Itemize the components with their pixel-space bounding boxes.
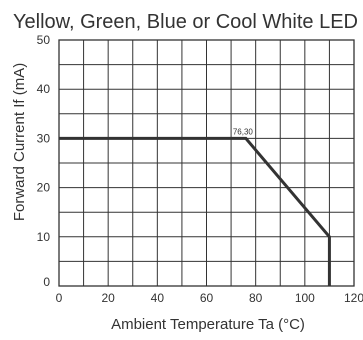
- plot-frame: [58, 39, 355, 287]
- x-axis-title: Ambient Temperature Ta (°C): [111, 316, 305, 333]
- y-tick-label: 50: [37, 33, 51, 47]
- tick-labels: 0 20 40 60 80 100 120 0 10 20 30 40 50: [37, 33, 363, 305]
- x-tick-label: 40: [151, 291, 165, 305]
- point-annotation: 76,30: [233, 127, 254, 136]
- x-tick-label: 0: [56, 291, 63, 305]
- series-layer: [59, 136, 331, 286]
- x-tick-label: 60: [200, 291, 214, 305]
- annotations: 76,30: [233, 127, 254, 136]
- y-tick-label: 0: [43, 275, 50, 289]
- y-tick-label: 30: [37, 131, 51, 145]
- chart-title: Yellow, Green, Blue or Cool White LED: [13, 11, 358, 33]
- x-tick-label: 120: [344, 291, 363, 305]
- y-axis-title: Forward Current If (mA): [11, 63, 28, 221]
- series-line: [59, 136, 331, 286]
- grid: [58, 39, 355, 287]
- y-tick-label: 20: [37, 181, 51, 195]
- y-tick-label: 10: [37, 230, 51, 244]
- x-tick-label: 20: [101, 291, 115, 305]
- x-tick-label: 100: [295, 291, 315, 305]
- y-tick-label: 40: [37, 82, 51, 96]
- x-tick-label: 80: [249, 291, 263, 305]
